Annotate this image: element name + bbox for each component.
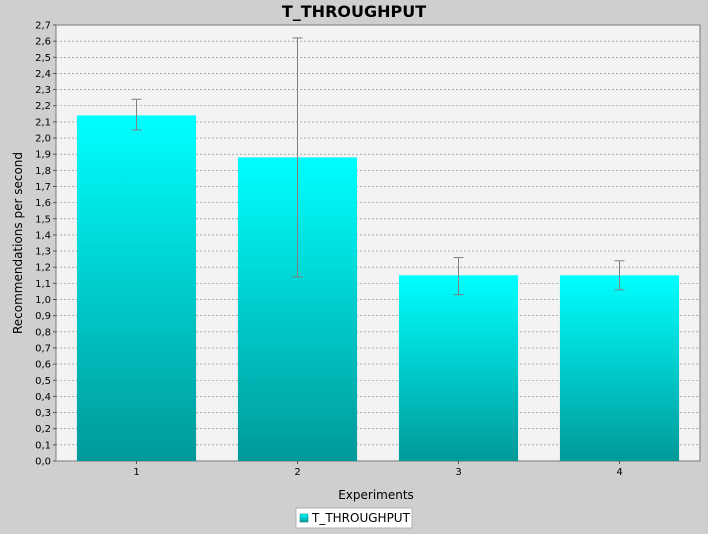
x-axis-ticks: 1 2 3 4: [133, 461, 623, 478]
y-tick-label: 2,1: [35, 117, 51, 128]
y-tick-label: 2,7: [35, 21, 51, 32]
y-tick-label: 1,4: [35, 230, 51, 241]
legend-swatch: [299, 513, 309, 523]
chart-title: T_THROUGHPUT: [282, 2, 426, 21]
y-tick-label: 0,9: [35, 311, 51, 322]
y-tick-label: 1,9: [35, 150, 51, 161]
x-tick-label: 4: [616, 467, 622, 478]
bar: [398, 275, 519, 461]
y-tick-label: 1,6: [35, 198, 51, 209]
error-bars: [131, 37, 625, 296]
y-tick-label: 2,2: [35, 101, 51, 112]
y-tick-label: 1,2: [35, 263, 51, 274]
legend-label: T_THROUGHPUT: [311, 511, 411, 525]
x-axis-label: Experiments: [338, 488, 414, 502]
y-tick-label: 2,4: [35, 69, 51, 80]
y-tick-label: 2,6: [35, 37, 51, 48]
y-tick-label: 0,1: [35, 440, 51, 451]
y-tick-label: 2,3: [35, 85, 51, 96]
y-tick-label: 0,3: [35, 408, 51, 419]
bar: [76, 115, 197, 461]
y-tick-label: 0,2: [35, 424, 51, 435]
y-tick-label: 0,6: [35, 360, 51, 371]
y-tick-label: 0,4: [35, 392, 51, 403]
x-tick-label: 3: [455, 467, 461, 478]
y-tick-label: 1,3: [35, 247, 51, 258]
y-axis-ticks: 0,0 0,1 0,2 0,3 0,4 0,5 0,6 0,7 0,8 0,9 1,0 1,1 1,2 1…: [35, 21, 56, 468]
y-tick-label: 1,5: [35, 214, 51, 225]
y-tick-label: 0,7: [35, 343, 51, 354]
y-tick-label: 0,0: [35, 457, 51, 468]
y-tick-label: 0,5: [35, 376, 51, 387]
y-axis-label: Recommendations per second: [11, 152, 25, 334]
x-tick-label: 1: [133, 467, 139, 478]
x-tick-label: 2: [294, 467, 300, 478]
y-tick-label: 2,0: [35, 134, 51, 145]
y-tick-label: 1,0: [35, 295, 51, 306]
y-tick-label: 2,5: [35, 53, 51, 64]
legend-box: [295, 507, 413, 529]
bars: [76, 115, 680, 462]
bar: [559, 275, 680, 461]
y-tick-label: 1,8: [35, 166, 51, 177]
y-tick-label: 1,7: [35, 182, 51, 193]
legend: T_THROUGHPUT: [295, 507, 413, 529]
y-tick-label: 1,1: [35, 279, 51, 290]
y-tick-label: 0,8: [35, 327, 51, 338]
